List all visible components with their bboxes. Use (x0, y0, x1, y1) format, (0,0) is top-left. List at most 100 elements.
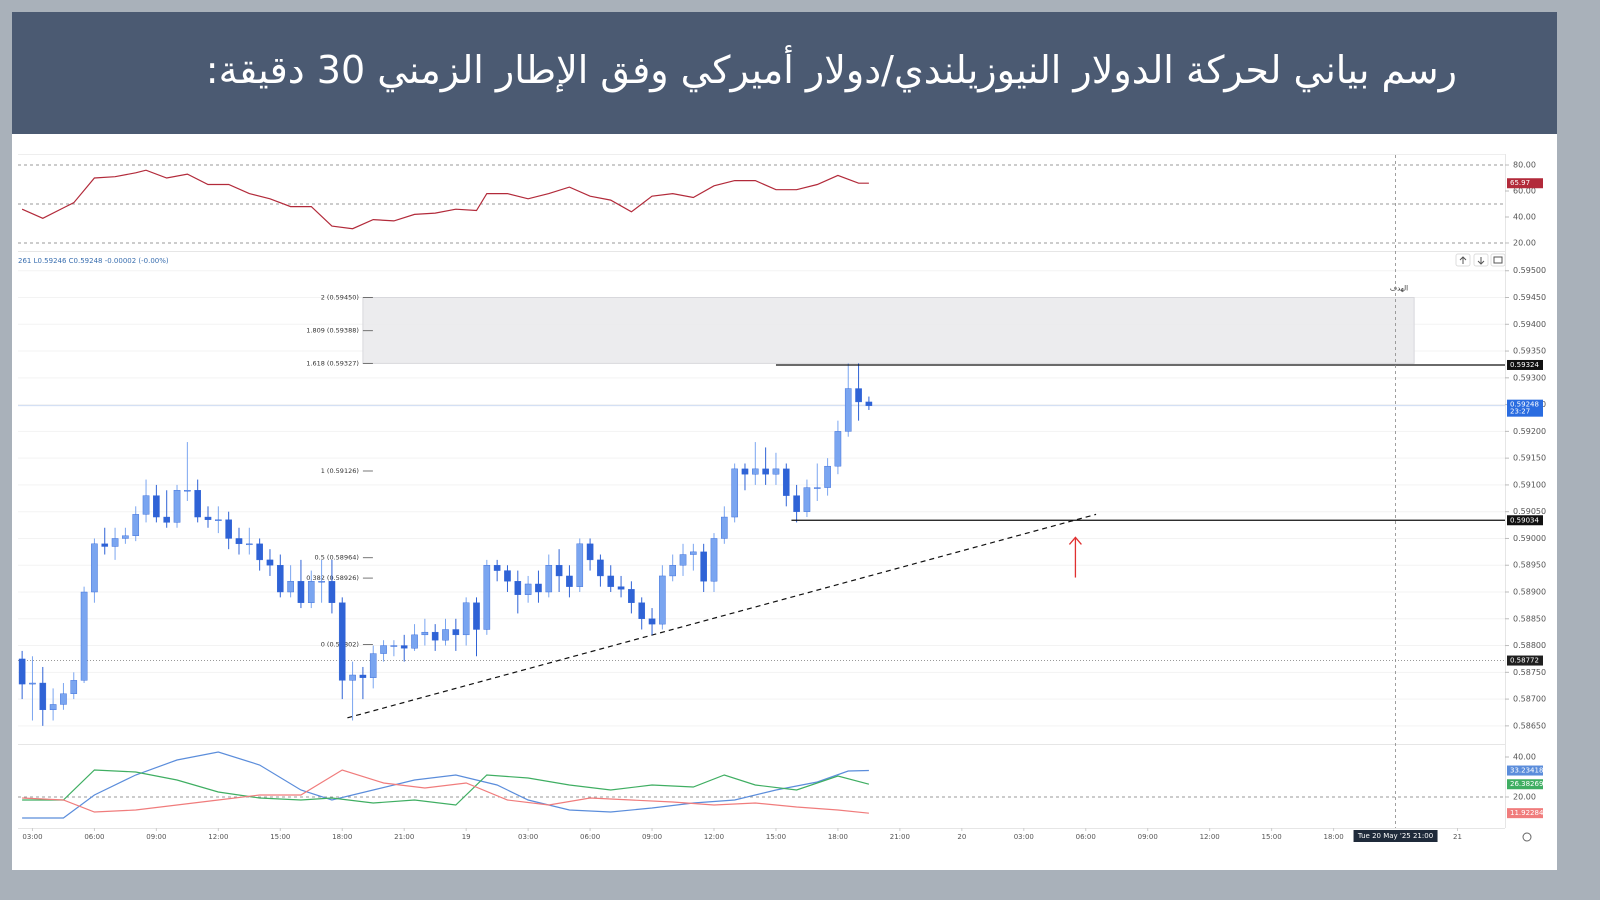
level-price-label: 0.59034 (1510, 516, 1539, 524)
candle-body (29, 682, 36, 685)
indicator-line (22, 751, 869, 819)
page-title: رسم بياني لحركة الدولار النيوزيلندي/دولا… (205, 48, 1457, 92)
marker-price-label: 0.58772 (1510, 657, 1539, 665)
candle-body (865, 401, 873, 406)
y-tick-label: 0.59100 (1513, 480, 1546, 489)
marker-price-label-box (1507, 655, 1543, 666)
candle-body (225, 519, 232, 539)
y-tick-label: 0.58750 (1513, 668, 1546, 677)
indicator-line (22, 769, 870, 806)
y-tick-label: 0.59400 (1513, 320, 1546, 329)
fib-label: 0.5 (0.58964) (315, 554, 359, 562)
arrow-head (1068, 536, 1082, 545)
up-icon (1459, 256, 1467, 264)
x-tick-label: 15:00 (766, 833, 786, 841)
candle-body (318, 581, 325, 583)
down-icon (1477, 257, 1485, 265)
last-value-label: 65.97 (1510, 179, 1530, 187)
candle-body (246, 543, 253, 546)
candle-body (194, 490, 201, 518)
x-tick-label: 09:00 (1138, 833, 1158, 841)
candle-body (772, 468, 780, 475)
candle-body (132, 514, 140, 536)
target-zone (362, 297, 1415, 364)
candle-body (266, 559, 274, 566)
candle-body (80, 591, 88, 681)
candle-body (338, 602, 346, 681)
up-button[interactable] (1455, 253, 1471, 267)
candle-body (49, 704, 57, 711)
candle-body (173, 490, 181, 523)
y-tick-label: 20.00 (1513, 238, 1536, 247)
candle-body (60, 693, 67, 705)
candle-body (793, 495, 800, 512)
panel-separator (18, 251, 1505, 252)
candle-body (204, 516, 212, 520)
down-button[interactable] (1473, 253, 1489, 267)
candle-body (628, 589, 635, 603)
candle-body (493, 565, 501, 571)
candle-body (752, 468, 759, 475)
panel-separator (18, 828, 1505, 829)
x-tick-label: 21:00 (394, 833, 414, 841)
countdown-label: 23:27 (1510, 408, 1530, 416)
x-tick-label: 09:00 (146, 833, 166, 841)
x-tick-label: 18:00 (332, 833, 352, 841)
candle-body (617, 586, 625, 590)
candle-body (369, 653, 377, 678)
crosshair-box (1353, 830, 1438, 842)
candle-body (844, 388, 852, 432)
zone-label: الهدف (1390, 285, 1408, 293)
candle-body (607, 575, 615, 587)
candle-body (442, 629, 449, 641)
candle-body (101, 543, 109, 547)
x-tick-label: 18:00 (828, 833, 848, 841)
candle-body (586, 543, 594, 561)
candle-body (782, 468, 790, 496)
y-tick-label: 0.58800 (1513, 641, 1546, 650)
ohlc-legend: 261 L0.59246 C0.59248 -0.00002 (-0.00%) (18, 257, 169, 265)
last-value-label-box (1507, 178, 1543, 189)
fib-label: 1 (0.59126) (321, 467, 359, 475)
y-tick-label: 60.00 (1513, 186, 1536, 195)
candle-body (576, 543, 584, 587)
y-tick-label: 0.58700 (1513, 695, 1546, 704)
candle-body (813, 487, 821, 489)
y-tick-label: 0.59300 (1513, 373, 1546, 382)
candle-body (287, 581, 294, 593)
candle-body (762, 468, 769, 475)
candle-body (70, 680, 78, 694)
candle-body (504, 570, 511, 582)
x-tick-label: 06:00 (1076, 833, 1096, 841)
fib-label: 0.382 (0.58926) (306, 574, 359, 582)
last-value-label-box (1507, 765, 1543, 776)
crosshair-label: Tue 20 May '25 21:00 (1357, 832, 1433, 840)
candle-body (462, 602, 470, 636)
y-tick-label: 0.59450 (1513, 293, 1546, 302)
y-tick-label: 20.00 (1513, 793, 1536, 802)
trendline (347, 513, 1097, 719)
toolbar[interactable] (1455, 253, 1506, 267)
candle-body (235, 538, 243, 545)
current-price-label: 0.59248 (1510, 401, 1539, 409)
reset-icon (1493, 256, 1503, 264)
reset-button[interactable] (1490, 253, 1506, 267)
candle-body (824, 465, 831, 488)
y-tick-label: 0.59350 (1513, 347, 1546, 356)
candle-body (380, 645, 387, 654)
candle-body (710, 538, 718, 582)
y-tick-label: 40.00 (1513, 753, 1536, 762)
x-tick-label: 15:00 (270, 833, 290, 841)
settings-icon[interactable] (1522, 832, 1532, 842)
fib-label: 2 (0.59450) (321, 294, 359, 302)
x-tick-label: 20 (957, 833, 966, 841)
axis-line (1505, 154, 1506, 828)
candle-body (431, 631, 439, 641)
candle-body (39, 682, 47, 711)
candle-body (803, 487, 811, 512)
candle-body (184, 490, 191, 492)
last-value-label: 11.92284 (1510, 809, 1544, 817)
level-price-label-box (1507, 515, 1543, 526)
y-tick-label: 0.59200 (1513, 427, 1546, 436)
candle-body (690, 551, 697, 555)
